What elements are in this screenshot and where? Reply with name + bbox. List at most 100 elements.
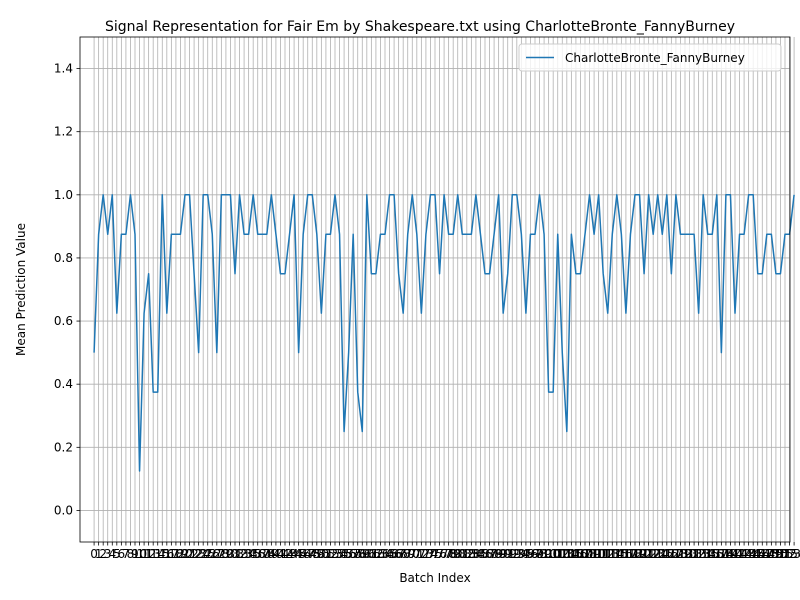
- x-tick-label: 97: [527, 547, 542, 561]
- x-tick-label: 1: [95, 547, 103, 561]
- x-tick-label: 66: [386, 547, 401, 561]
- x-tick-label: 144: [737, 547, 760, 561]
- x-tick-label: 143: [733, 547, 756, 561]
- x-tick-label: 52: [323, 547, 338, 561]
- x-tick-label: 87: [482, 547, 497, 561]
- x-tick-label: 3: [104, 547, 112, 561]
- x-tick-label: 147: [751, 547, 774, 561]
- legend-box: [518, 43, 782, 72]
- x-tick-label: 58: [350, 547, 365, 561]
- x-tick-label: 109: [578, 547, 601, 561]
- x-tick-label: 12: [141, 547, 156, 561]
- x-tick-label: 154: [783, 547, 800, 561]
- x-tick-label: 18: [168, 547, 183, 561]
- x-tick-label: 105: [560, 547, 583, 561]
- x-tick-label: 70: [405, 547, 420, 561]
- x-tick-label: 68: [396, 547, 411, 561]
- x-tick-label: 95: [518, 547, 533, 561]
- x-tick-label: 135: [696, 547, 719, 561]
- x-tick-label: 91: [500, 547, 515, 561]
- y-tick-label: 1.0: [54, 188, 73, 202]
- x-tick-label: 146: [746, 547, 769, 561]
- x-tick-label: 134: [692, 547, 715, 561]
- x-tick-label: 50: [314, 547, 329, 561]
- x-tick-label: 23: [191, 547, 206, 561]
- x-tick-label: 45: [291, 547, 306, 561]
- x-tick-label: 56: [341, 547, 356, 561]
- x-tick-label: 145: [742, 547, 765, 561]
- x-tick-label: 137: [705, 547, 728, 561]
- x-tick-label: 59: [355, 547, 370, 561]
- x-tick-label: 13: [146, 547, 161, 561]
- x-tick-label: 9: [131, 547, 139, 561]
- x-tick-label: 47: [300, 547, 315, 561]
- legend-label: CharlotteBronte_FannyBurney: [565, 51, 745, 65]
- x-tick-label: 8: [127, 547, 135, 561]
- x-tick-label: 136: [701, 547, 724, 561]
- x-tick-label: 37: [255, 547, 270, 561]
- x-tick-label: 113: [596, 547, 619, 561]
- x-tick-label: 26: [205, 547, 220, 561]
- x-tick-label: 93: [509, 547, 524, 561]
- x-tick-label: 42: [277, 547, 292, 561]
- x-tick-label: 141: [724, 547, 747, 561]
- x-tick-label: 39: [264, 547, 279, 561]
- x-tick-label: 4: [108, 547, 116, 561]
- x-tick-label: 0: [90, 547, 98, 561]
- x-tick-label: 24: [196, 547, 211, 561]
- x-tick-label: 132: [683, 547, 706, 561]
- x-tick-label: 129: [669, 547, 692, 561]
- x-tick-label: 151: [769, 547, 792, 561]
- x-tick-label: 106: [564, 547, 587, 561]
- x-tick-label: 124: [646, 547, 669, 561]
- x-tick-label: 152: [774, 547, 797, 561]
- x-tick-label: 125: [651, 547, 674, 561]
- x-tick-label: 73: [418, 547, 433, 561]
- x-tick-label: 27: [209, 547, 224, 561]
- x-tick-label: 142: [728, 547, 751, 561]
- x-tick-label: 7: [122, 547, 130, 561]
- y-tick-label: 0.4: [54, 377, 73, 391]
- x-tick-label: 85: [473, 547, 488, 561]
- x-tick-label: 116: [610, 547, 633, 561]
- x-gridlines: [93, 37, 795, 542]
- x-tick-label: 112: [592, 547, 615, 561]
- x-tick-label: 138: [710, 547, 733, 561]
- x-tick-label: 51: [318, 547, 333, 561]
- x-tick-label: 94: [514, 547, 529, 561]
- x-tick-label: 110: [583, 547, 606, 561]
- x-tick-label: 120: [628, 547, 651, 561]
- x-tick-label: 107: [569, 547, 592, 561]
- x-tick-label: 122: [637, 547, 660, 561]
- x-tick-label: 10: [132, 547, 147, 561]
- x-tick-label: 53: [327, 547, 342, 561]
- x-tick-label: 49: [309, 547, 324, 561]
- x-tick-label: 11: [136, 547, 151, 561]
- x-tick-label: 99: [536, 547, 551, 561]
- x-tick-label: 69: [400, 547, 415, 561]
- x-tick-label: 128: [664, 547, 687, 561]
- x-tick-label: 57: [346, 547, 361, 561]
- x-tick-label: 25: [200, 547, 215, 561]
- x-tick-label: 71: [409, 547, 424, 561]
- x-tick-label: 36: [250, 547, 265, 561]
- x-tick-label: 22: [186, 547, 201, 561]
- x-tick-label: 140: [719, 547, 742, 561]
- x-tick-label: 79: [446, 547, 461, 561]
- x-tick-label: 102: [546, 547, 569, 561]
- x-tick-label: 40: [268, 547, 283, 561]
- x-tick-label: 77: [436, 547, 451, 561]
- x-tick-label: 103: [551, 547, 574, 561]
- x-tick-label: 111: [587, 547, 610, 561]
- x-tick-label: 123: [642, 547, 665, 561]
- y-tick-label: 0.2: [54, 440, 73, 454]
- x-tick-label: 28: [214, 547, 229, 561]
- x-tick-label: 55: [336, 547, 351, 561]
- x-tick-label: 74: [423, 547, 438, 561]
- x-tick-label: 32: [232, 547, 247, 561]
- x-tick-label: 5: [113, 547, 121, 561]
- x-axis-title: Batch Index: [399, 571, 470, 585]
- x-tick-label: 30: [223, 547, 238, 561]
- x-tick-label: 92: [505, 547, 520, 561]
- x-tick-label: 67: [391, 547, 406, 561]
